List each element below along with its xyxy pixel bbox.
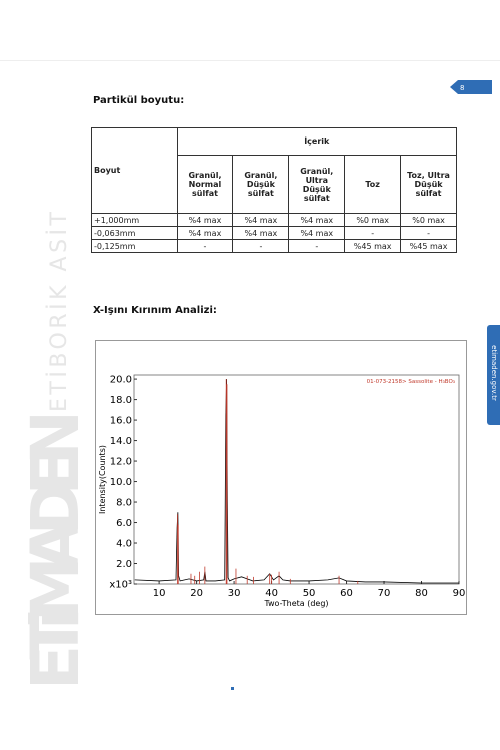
y-tick-label: 2.0	[116, 559, 132, 570]
watermark-brand: ETiMADEN	[17, 410, 90, 690]
dot	[231, 687, 234, 690]
table-column-header: Toz, Ultra Düşük sülfat	[400, 155, 457, 214]
table-column-header: Toz	[344, 155, 402, 214]
table-cell: -	[344, 226, 402, 240]
table-cell: %4 max	[176, 226, 234, 240]
y-axis-label: Intensity(Counts)	[98, 445, 107, 514]
y-tick-label: 4.0	[116, 539, 132, 550]
table-cell: -0,125mm	[91, 239, 178, 253]
table-row: -0,125mm - - - %45 max %45 max	[91, 239, 457, 253]
table-cell: %4 max	[232, 213, 290, 227]
table-cell: -0,063mm	[91, 226, 178, 240]
x-tick-label: 90	[453, 588, 466, 599]
y-tick-label: 10.0	[110, 477, 132, 488]
x-tick-label: 10	[153, 588, 166, 599]
table-cell: -	[232, 239, 290, 253]
table-cell: %4 max	[288, 226, 346, 240]
side-tab: etimaden.gov.tr	[487, 325, 500, 425]
table-cell: %45 max	[344, 239, 402, 253]
legend-entry: 01-073-2158> Sassolite - H₃BO₃	[367, 379, 455, 385]
table-row: +1,000mm %4 max %4 max %4 max %0 max %0 max	[91, 213, 457, 227]
watermark-company: ETİBORİK ASİT	[46, 211, 72, 412]
table-row: -0,063mm %4 max %4 max %4 max - -	[91, 226, 457, 240]
table-body: +1,000mm %4 max %4 max %4 max %0 max %0 max -0…	[91, 213, 457, 253]
table-cell: %0 max	[400, 213, 457, 227]
pattern-line	[134, 379, 459, 584]
table-cell: -	[176, 239, 234, 253]
section-title: Partikül boyutu:	[93, 95, 185, 106]
table-group-header: İçerik	[176, 127, 458, 156]
y-tick-label: 14.0	[110, 436, 132, 447]
page-number: 8	[460, 84, 464, 92]
side-label: etimaden.gov.tr	[490, 345, 498, 401]
x-tick-label: 50	[303, 588, 316, 599]
x-tick-label: 30	[228, 588, 241, 599]
plot-frame	[133, 374, 460, 585]
particle-table: Boyut İçerik Granül, Normal sülfat Granül…	[91, 127, 458, 253]
x-tick-label: 20	[190, 588, 203, 599]
page-tab: 8	[450, 80, 492, 94]
table-cell: %45 max	[400, 239, 457, 253]
page-tab-shape	[450, 80, 492, 94]
table-cell: %4 max	[176, 213, 234, 227]
x-tick-label: 60	[340, 588, 353, 599]
table-header: Boyut	[91, 127, 178, 214]
table-cell: +1,000mm	[91, 213, 178, 227]
table-column-header: Granül, Normal sülfat	[176, 155, 234, 214]
y-tick-label: 18.0	[110, 395, 132, 406]
y-tick-label: 8.0	[116, 498, 132, 509]
table-cell: -	[400, 226, 457, 240]
table-column-row: Granül, Normal sülfat Granül, Düşük sülfa…	[92, 155, 457, 214]
x-tick-label: 70	[378, 588, 391, 599]
y-tick-label: 12.0	[110, 457, 132, 468]
header-rule	[0, 60, 500, 61]
table-cell: %0 max	[344, 213, 402, 227]
x-tick-label: 40	[265, 588, 278, 599]
x-axis-label: Two-Theta (deg)	[263, 599, 328, 608]
y-tick-label: 6.0	[116, 518, 132, 529]
y-tick-label: 16.0	[110, 416, 132, 427]
y-tick-label: 20.0	[110, 375, 132, 386]
watermark: ETiMADEN ETİBORİK ASİT	[17, 211, 90, 690]
table-cell: %4 max	[232, 226, 290, 240]
table-cell: -	[288, 239, 346, 253]
table-column-header: Granül, Düşük sülfat	[232, 155, 290, 214]
xrd-chart: x10³ 2.0 4.0 6.0 8.0 10.0 12.0 14.0 16.0 18.0 20.0…	[95, 340, 467, 615]
table-cell: %4 max	[288, 213, 346, 227]
x-tick-label: 80	[415, 588, 428, 599]
table-column-header: Granül, Ultra Düşük sülfat	[288, 155, 346, 214]
y-tick-label: x10³	[109, 580, 132, 591]
section-title: X-Işını Kırınım Analizi:	[93, 305, 217, 316]
